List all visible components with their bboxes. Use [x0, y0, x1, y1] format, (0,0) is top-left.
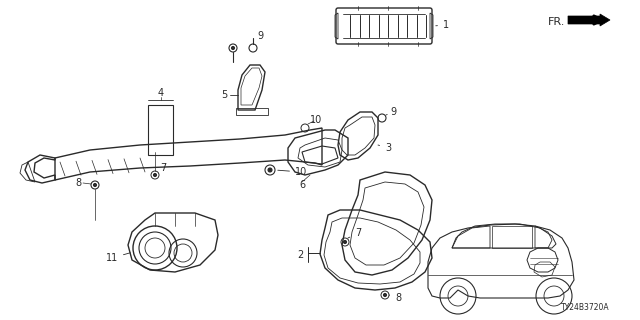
- Text: 4: 4: [158, 88, 164, 98]
- Text: 10: 10: [310, 115, 322, 125]
- Text: 8: 8: [389, 293, 401, 303]
- Text: 2: 2: [297, 250, 303, 260]
- Text: 9: 9: [257, 31, 263, 41]
- Text: 3: 3: [378, 143, 391, 153]
- Text: 7: 7: [160, 163, 166, 173]
- Text: FR.: FR.: [548, 17, 565, 27]
- Circle shape: [268, 168, 272, 172]
- Text: 11: 11: [106, 253, 131, 263]
- Circle shape: [93, 183, 97, 187]
- Text: 5: 5: [221, 90, 227, 100]
- Text: 9: 9: [386, 107, 396, 117]
- Text: 8: 8: [75, 178, 81, 188]
- Circle shape: [154, 173, 157, 177]
- Text: 1: 1: [436, 20, 449, 30]
- Text: 7: 7: [348, 228, 361, 238]
- Text: 6: 6: [299, 180, 305, 190]
- Circle shape: [232, 46, 234, 50]
- Polygon shape: [568, 14, 610, 26]
- Text: TY24B3720A: TY24B3720A: [561, 303, 610, 312]
- Circle shape: [344, 241, 346, 244]
- Circle shape: [383, 293, 387, 297]
- Text: 10: 10: [278, 167, 307, 177]
